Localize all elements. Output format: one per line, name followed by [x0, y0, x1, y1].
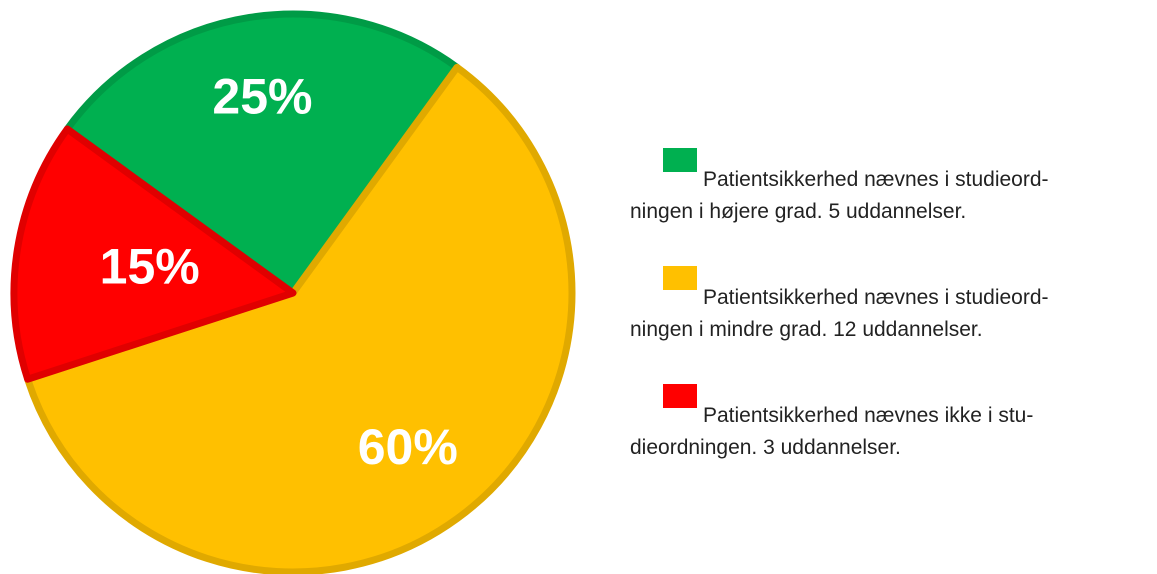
legend-label: Patientsikkerhed nævnes i studieord- [703, 286, 1049, 309]
legend-label: ningen i mindre grad. 12 uddannelser. [630, 318, 983, 341]
legend-label: ningen i højere grad. 5 uddannelser. [630, 200, 966, 223]
legend-label: dieordningen. 3 uddannelser. [630, 436, 901, 459]
data-label: 25% [212, 68, 312, 124]
pie-slice [63, 10, 461, 297]
data-label: 60% [358, 419, 458, 475]
legend-label: Patientsikkerhed nævnes ikke i stu- [703, 404, 1033, 427]
legend-label: Patientsikkerhed nævnes i studieord- [703, 168, 1049, 191]
pie-slice [10, 125, 297, 383]
legend-swatch [663, 384, 697, 408]
legend-swatch [663, 148, 697, 172]
pie-slice [24, 63, 576, 574]
legend-swatch [663, 266, 697, 290]
data-label: 15% [100, 239, 200, 295]
